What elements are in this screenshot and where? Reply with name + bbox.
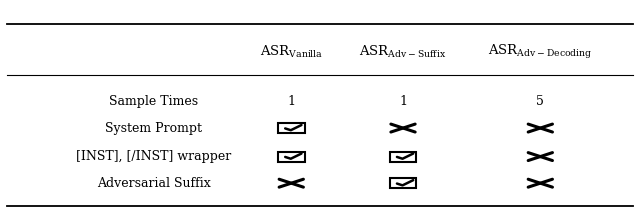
- Text: 5: 5: [536, 95, 544, 108]
- Text: [INST], [/INST] wrapper: [INST], [/INST] wrapper: [76, 150, 232, 163]
- Text: ASR$_{\mathregular{Adv-Decoding}}$: ASR$_{\mathregular{Adv-Decoding}}$: [488, 43, 593, 61]
- Text: 1: 1: [287, 95, 295, 108]
- Text: 1: 1: [399, 95, 407, 108]
- Text: Adversarial Suffix: Adversarial Suffix: [97, 177, 211, 190]
- Text: System Prompt: System Prompt: [106, 122, 202, 135]
- Text: ASR$_{\mathregular{Vanilla}}$: ASR$_{\mathregular{Vanilla}}$: [260, 44, 323, 60]
- Text: Sample Times: Sample Times: [109, 95, 198, 108]
- Text: ASR$_{\mathregular{Adv-Suffix}}$: ASR$_{\mathregular{Adv-Suffix}}$: [359, 44, 447, 60]
